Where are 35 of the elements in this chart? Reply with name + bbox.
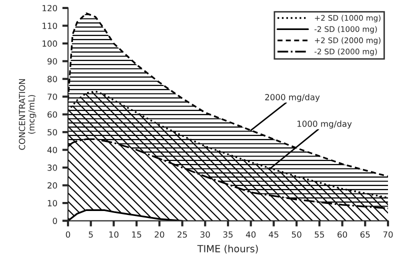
y-tick-label: 100 xyxy=(42,40,58,47)
y-tick-label: 90 xyxy=(48,58,58,64)
x-axis-title: TIME (hours) xyxy=(197,244,258,254)
y-axis-title: CONCENTRATION (mcg/mL) xyxy=(18,79,36,150)
y-tick-label: 0 xyxy=(52,218,58,224)
x-tick-label: 0 xyxy=(66,231,70,238)
y-tick-label: 60 xyxy=(48,111,58,118)
y-tick-label: 40 xyxy=(47,146,58,154)
y-tick-label: 70 xyxy=(48,94,58,100)
line-series xyxy=(68,90,388,199)
y-tick-label: 10 xyxy=(48,200,58,206)
y-tick-label: 50 xyxy=(48,129,58,136)
x-tick-label: 40 xyxy=(246,231,256,238)
y-tick-label: 120 xyxy=(42,4,58,12)
x-tick-label: 65 xyxy=(360,231,370,238)
x-tick-label: 45 xyxy=(268,231,278,238)
line-series xyxy=(68,12,388,178)
x-tick-label: 55 xyxy=(314,231,324,238)
annotation: 1000 mg/day xyxy=(297,120,352,129)
x-tick-label: 60 xyxy=(338,231,348,238)
x-tick-label: 30 xyxy=(200,231,210,238)
x-tick-label: 10 xyxy=(109,231,118,238)
y-tick-label: 110 xyxy=(42,22,58,29)
x-tick-label: 50 xyxy=(292,231,302,238)
y-tick-label: 80 xyxy=(48,76,58,82)
line-series xyxy=(68,138,388,210)
x-tick-label: 35 xyxy=(223,231,233,238)
x-tick-label: 20 xyxy=(154,231,164,238)
annotation: 2000 mg/day xyxy=(265,94,320,102)
x-tick-label: 70 xyxy=(383,231,393,238)
y-tick-label: 20 xyxy=(48,182,58,189)
x-tick-label: 15 xyxy=(132,231,142,238)
x-tick-label: 25 xyxy=(178,231,187,238)
y-tick-label: 30 xyxy=(48,164,58,171)
x-tick-label: 5 xyxy=(88,231,93,238)
